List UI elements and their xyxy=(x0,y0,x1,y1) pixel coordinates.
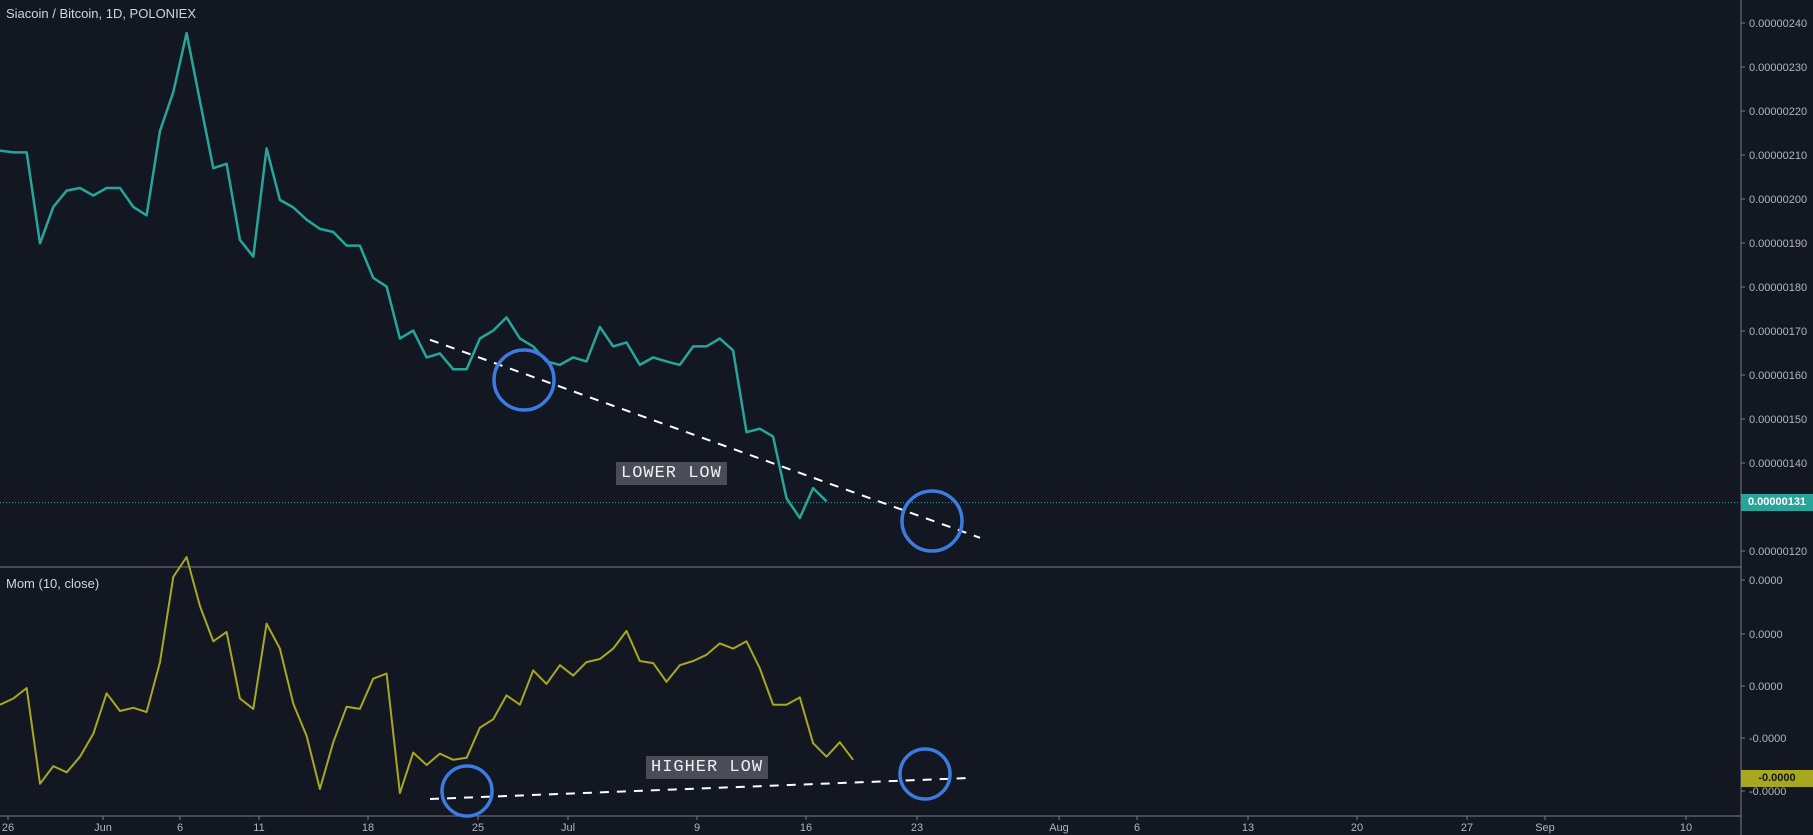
time-tick-label: Jul xyxy=(561,822,575,834)
mom-low-circle-2 xyxy=(898,747,952,801)
price-tick-label: 0.00000120 xyxy=(1749,546,1807,558)
time-tick-label: 18 xyxy=(362,822,374,834)
higher-low-annotation: HIGHER LOW xyxy=(646,756,769,779)
time-tick-label: Jun xyxy=(94,822,112,834)
mom-tick-label: -0.0000 xyxy=(1749,786,1786,798)
time-tick-label: 9 xyxy=(694,822,700,834)
time-tick-label: 23 xyxy=(911,822,923,834)
price-series-line xyxy=(0,31,828,520)
mom-tick-label: 0.0000 xyxy=(1749,681,1783,693)
time-tick-label: 13 xyxy=(1242,822,1254,834)
time-tick-label: 6 xyxy=(1134,822,1140,834)
last-price-label: 0.00000131 xyxy=(1741,494,1813,511)
price-tick-label: 0.00000240 xyxy=(1749,18,1807,30)
price-tick-label: 0.00000150 xyxy=(1749,414,1807,426)
price-tick-label: 0.00000180 xyxy=(1749,282,1807,294)
time-tick-label: 20 xyxy=(1351,822,1363,834)
mom-tick-label: 0.0000 xyxy=(1749,629,1783,641)
time-tick-label: 26 xyxy=(2,822,14,834)
mom-tick-label: -0.0000 xyxy=(1749,733,1786,745)
lower-low-annotation: LOWER LOW xyxy=(616,462,727,485)
time-tick-label: 25 xyxy=(472,822,484,834)
price-tick-label: 0.00000200 xyxy=(1749,194,1807,206)
time-tick-label: Sep xyxy=(1535,822,1555,834)
chart-title: Siacoin / Bitcoin, 1D, POLONIEX xyxy=(6,6,197,21)
time-tick-label: 27 xyxy=(1461,822,1473,834)
mom-low-circle-1 xyxy=(440,764,494,818)
price-tick-label: 0.00000140 xyxy=(1749,458,1807,470)
mom-trendline xyxy=(429,777,971,800)
time-tick-label: Aug xyxy=(1049,822,1069,834)
price-tick-label: 0.00000190 xyxy=(1749,238,1807,250)
mom-series-line xyxy=(0,556,854,795)
mom-tick-label: 0.0000 xyxy=(1749,575,1783,587)
price-tick-label: 0.00000160 xyxy=(1749,370,1807,382)
price-tick-label: 0.00000170 xyxy=(1749,326,1807,338)
price-low-circle-2 xyxy=(900,489,964,553)
time-tick-label: 16 xyxy=(800,822,812,834)
indicator-title: Mom (10, close) xyxy=(6,576,100,591)
time-tick-label: 11 xyxy=(253,822,264,834)
last-mom-label: -0.0000 xyxy=(1741,770,1813,787)
price-low-circle-1 xyxy=(492,348,556,412)
price-tick-label: 0.00000220 xyxy=(1749,106,1807,118)
time-tick-label: 10 xyxy=(1680,822,1692,834)
price-tick-label: 0.00000230 xyxy=(1749,62,1807,74)
price-trendline xyxy=(429,338,981,539)
time-tick-label: 6 xyxy=(177,822,183,834)
price-tick-label: 0.00000210 xyxy=(1749,150,1807,162)
